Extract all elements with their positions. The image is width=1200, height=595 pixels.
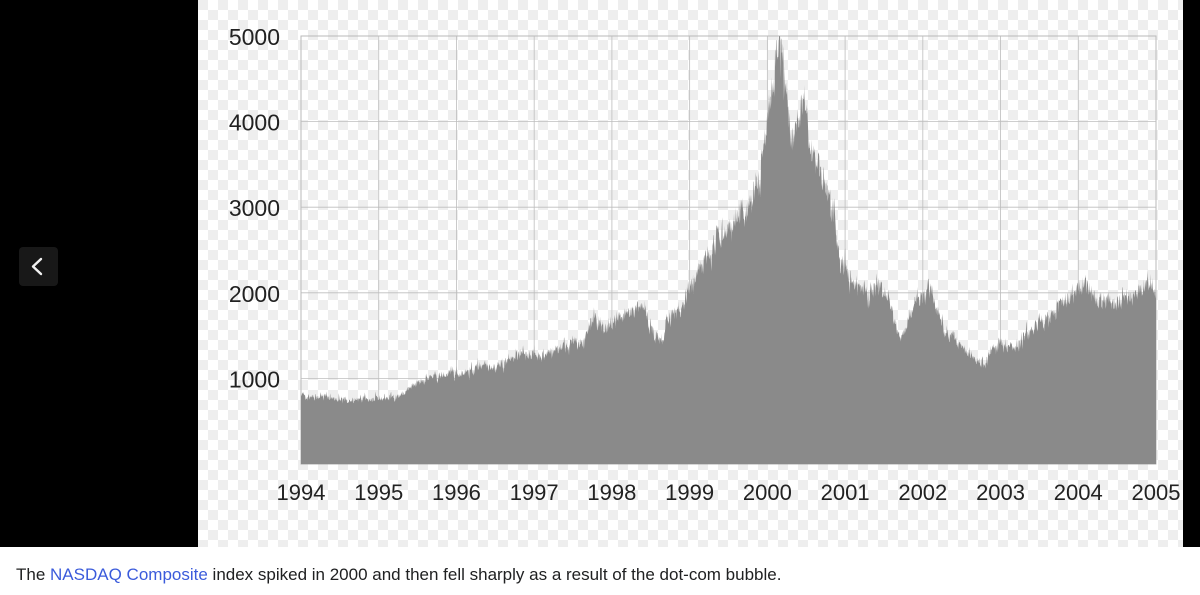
svg-text:2005: 2005: [1132, 480, 1181, 505]
svg-text:1994: 1994: [277, 480, 326, 505]
svg-text:2001: 2001: [821, 480, 870, 505]
svg-text:3000: 3000: [229, 195, 280, 221]
svg-text:2004: 2004: [1054, 480, 1103, 505]
svg-text:2003: 2003: [976, 480, 1025, 505]
svg-text:1995: 1995: [354, 480, 403, 505]
svg-text:1999: 1999: [665, 480, 714, 505]
svg-text:4000: 4000: [229, 110, 280, 136]
svg-text:1997: 1997: [510, 480, 559, 505]
svg-text:1996: 1996: [432, 480, 481, 505]
svg-text:2000: 2000: [743, 480, 792, 505]
svg-text:2002: 2002: [898, 480, 947, 505]
svg-text:1998: 1998: [587, 480, 636, 505]
svg-text:2000: 2000: [229, 281, 280, 307]
svg-text:5000: 5000: [229, 24, 280, 50]
svg-text:1000: 1000: [229, 366, 280, 392]
